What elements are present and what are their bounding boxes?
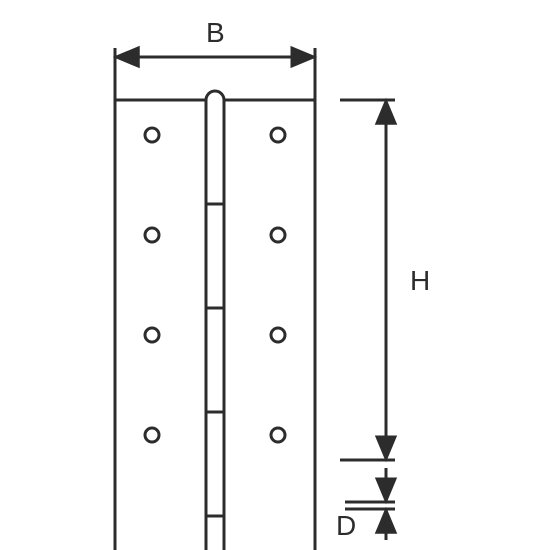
dim-label-b: B [206,17,225,48]
screw-holes [145,128,285,442]
dim-label-h: H [410,265,430,296]
diagram-frame: B H D [0,0,537,550]
screw-hole [145,128,159,142]
dim-label-d: D [336,510,356,541]
screw-hole [271,128,285,142]
screw-hole [271,328,285,342]
screw-hole [271,428,285,442]
screw-hole [271,228,285,242]
hinge-dimension-diagram: B H D [0,0,537,550]
screw-hole [145,428,159,442]
screw-hole [145,328,159,342]
hinge-body [115,91,315,550]
dimensions: B H D [115,17,430,541]
screw-hole [145,228,159,242]
